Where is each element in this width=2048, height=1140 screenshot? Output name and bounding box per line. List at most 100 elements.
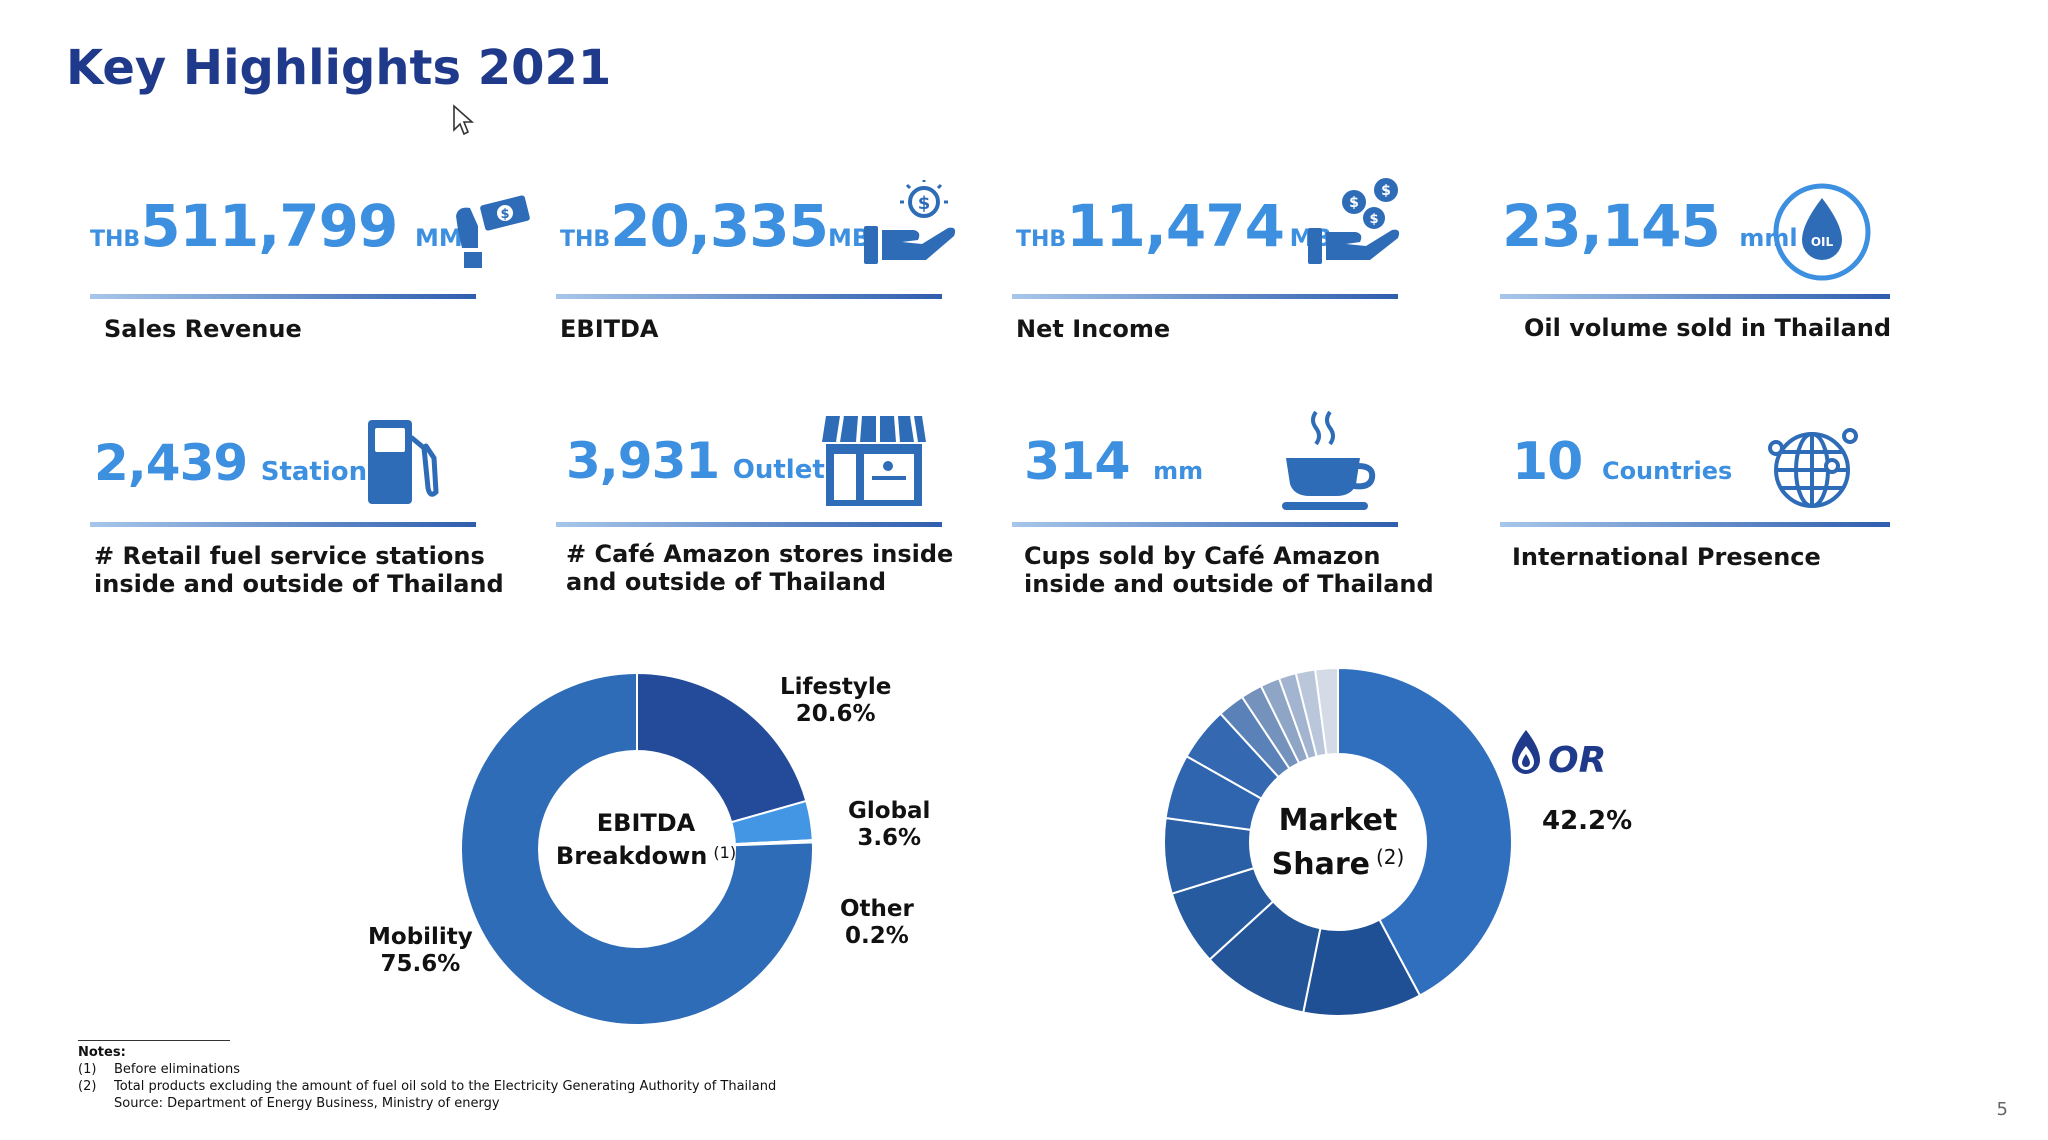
kpi-divider	[90, 522, 476, 527]
slice-value: 75.6%	[380, 951, 461, 977]
page-number: 5	[1996, 1099, 2008, 1120]
kpi-prefix: THB	[1016, 227, 1067, 252]
market-share-donut	[1163, 666, 1513, 1017]
donut-center-label: EBITDA Breakdown (1)	[546, 808, 746, 871]
center-note: (2)	[1376, 845, 1405, 869]
note-item: (2) Total products excluding the amount o…	[78, 1078, 776, 1095]
kpi-value: 314	[1024, 432, 1131, 492]
kpi-divider	[1500, 522, 1890, 527]
kpi-label-line: inside and outside of Thailand	[94, 570, 504, 598]
note-number: (2)	[78, 1079, 97, 1094]
svg-text:OIL: OIL	[1811, 235, 1834, 249]
donut-slice-or	[1337, 666, 1513, 997]
kpi-label-line: and outside of Thailand	[566, 568, 887, 596]
svg-text:$: $	[1349, 195, 1359, 211]
center-label-line: Market	[1278, 803, 1398, 838]
kpi-label-line: # Retail fuel service stations	[94, 542, 485, 570]
kpi-unit: Countries	[1601, 457, 1733, 485]
kpi-prefix: THB	[90, 227, 141, 252]
kpi-cups: 314 mm	[1024, 316, 1424, 506]
kpi-countries: 10 Countries	[1512, 316, 1912, 506]
note-text: Total products excluding the amount of f…	[114, 1079, 777, 1094]
kpi-divider	[1500, 294, 1890, 299]
kpi-divider	[1012, 294, 1398, 299]
svg-text:$: $	[1369, 212, 1378, 227]
kpi-label: Cups sold by Café Amazon inside and outs…	[1024, 542, 1434, 598]
kpi-ebitda: THB20,335MB	[560, 86, 960, 276]
kpi-label: Net Income	[1016, 315, 1171, 343]
kpi-unit: Stations	[260, 457, 383, 487]
donut-slice-mobility	[460, 671, 814, 1026]
slice-name: Other	[840, 896, 914, 922]
kpi-value: 23,145	[1502, 192, 1721, 260]
kpi-unit: mml	[1739, 224, 1798, 252]
slice-value-or: 42.2%	[1542, 806, 1633, 836]
note-number	[78, 1095, 114, 1112]
center-label-text: Breakdown	[555, 842, 708, 870]
hand-cash-icon: $	[456, 195, 530, 268]
ebitda-breakdown-donut	[460, 671, 814, 1026]
center-label-line: Breakdown (1)	[546, 838, 746, 871]
slice-name: Global	[848, 798, 931, 824]
kpi-unit: mm	[1153, 457, 1204, 485]
slice-label-other: Other 0.2%	[840, 896, 914, 950]
page-title: Key Highlights 2021	[66, 40, 612, 96]
slice-name: Mobility	[368, 924, 473, 950]
svg-text:$: $	[918, 193, 931, 214]
notes-title: Notes:	[78, 1045, 126, 1060]
note-number: (1)	[78, 1062, 97, 1077]
kpi-unit: MB	[828, 224, 871, 252]
kpi-unit: MM	[414, 224, 463, 252]
kpi-divider	[1012, 522, 1398, 527]
kpi-divider	[556, 294, 942, 299]
hand-coins-icon: $ $ $	[1308, 178, 1400, 264]
kpi-label: Oil volume sold in Thailand	[1524, 314, 1892, 342]
slice-name: Lifestyle	[780, 674, 892, 700]
kpi-value: 10	[1512, 432, 1583, 492]
hand-coin-icon: $	[864, 180, 956, 264]
kpi-value: 11,474	[1066, 192, 1285, 260]
slice-value: 3.6%	[857, 825, 922, 851]
kpi-label: # Café Amazon stores inside and outside …	[566, 540, 953, 596]
center-label-line: EBITDA	[596, 809, 696, 837]
note-text: Source: Department of Energy Business, M…	[114, 1096, 500, 1111]
kpi-net-income: THB11,474 MB	[1016, 86, 1416, 276]
svg-text:$: $	[1381, 183, 1391, 199]
kpi-unit: Outlets	[732, 455, 841, 485]
oil-drop-icon: OIL	[1773, 183, 1871, 281]
note-item: Source: Department of Energy Business, M…	[78, 1095, 776, 1112]
kpi-label: EBITDA	[560, 315, 659, 343]
svg-text:$: $	[500, 207, 509, 222]
kpi-divider	[90, 294, 476, 299]
kpi-divider	[556, 522, 942, 527]
kpi-label-line: inside and outside of Thailand	[1024, 570, 1434, 598]
fuel-pump-icon	[368, 420, 439, 504]
slice-label-lifestyle: Lifestyle 20.6%	[780, 674, 891, 728]
or-logo: OR	[1512, 730, 1606, 780]
kpi-value: 20,335	[610, 192, 829, 260]
kpi-label: International Presence	[1512, 543, 1821, 571]
kpi-outlets: 3,931 Outlets	[566, 316, 966, 506]
kpi-oil-volume: 23,145 mml	[1502, 86, 1902, 276]
kpi-label-line: # Café Amazon stores inside	[566, 540, 954, 568]
center-label-line: Share (2)	[1238, 839, 1438, 883]
center-label-text: Share	[1271, 847, 1370, 882]
slice-label-global: Global 3.6%	[848, 798, 930, 852]
donut-slice-12	[1313, 666, 1339, 756]
donut-slice-lifestyle	[636, 671, 808, 824]
globe-network-icon	[1768, 428, 1858, 508]
donut-center-label: Market Share (2)	[1238, 802, 1438, 883]
coffee-cup-icon	[1282, 410, 1376, 510]
notes-divider	[78, 1040, 230, 1041]
kpi-prefix: THB	[560, 227, 611, 252]
kpi-label: # Retail fuel service stations inside an…	[94, 542, 504, 598]
kpi-sales-revenue: THB511,799 MM	[90, 86, 490, 276]
note-item: (1) Before eliminations	[78, 1061, 776, 1078]
kpi-label: Sales Revenue	[104, 315, 302, 343]
svg-text:OR: OR	[1548, 740, 1606, 780]
slice-label-mobility: Mobility 75.6%	[368, 924, 473, 978]
footnotes: Notes: (1) Before eliminations (2) Total p…	[78, 1044, 776, 1112]
slice-value: 0.2%	[845, 923, 909, 949]
storefront-icon	[822, 415, 926, 506]
kpi-value: 511,799	[140, 192, 398, 260]
